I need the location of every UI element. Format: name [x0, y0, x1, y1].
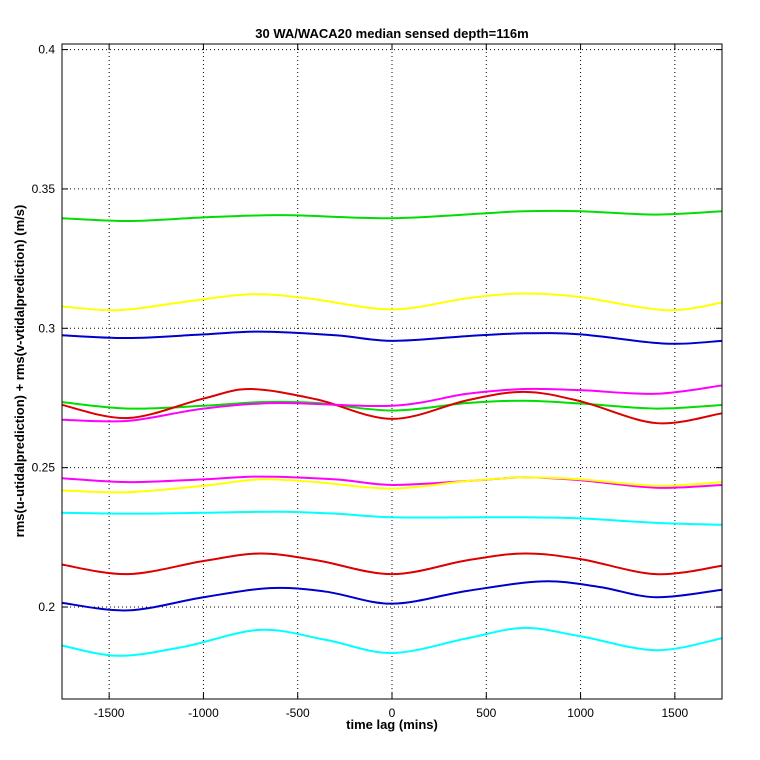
chart-title: 30 WA/WACA20 median sensed depth=116m: [255, 26, 528, 41]
series-line-10: [61, 552, 723, 576]
x-tick-label: -1500: [94, 706, 125, 720]
series-line-11: [61, 580, 723, 612]
y-tick-labels: 0.2 0.25 0.3 0.35 0.4: [32, 43, 56, 614]
y-tick-label: 0.3: [38, 321, 55, 335]
series-line-8: [61, 476, 723, 494]
series-line-9: [61, 510, 723, 526]
x-tick-labels: -1500 -1000 -500 0 500 1000 1500: [94, 706, 689, 720]
series-lines: [61, 209, 723, 657]
y-axis-title: rms(u-utidalprediction) + rms(v-vtidalpr…: [12, 205, 27, 538]
series-line-6: [61, 384, 723, 423]
y-tick-label: 0.25: [32, 461, 56, 475]
series-line-3: [61, 330, 723, 345]
y-tick-label: 0.35: [32, 182, 56, 196]
y-tick-label: 0.2: [38, 600, 55, 614]
x-tick-label: 1500: [662, 706, 689, 720]
x-axis-title: time lag (mins): [346, 717, 438, 732]
x-tick-label: -500: [286, 706, 310, 720]
x-tick-label: 500: [476, 706, 496, 720]
y-tick-label: 0.4: [38, 43, 55, 57]
series-line-7: [61, 475, 723, 489]
x-tick-label: 0: [389, 706, 396, 720]
axis-ticks: [62, 44, 722, 699]
series-line-12: [61, 626, 723, 657]
x-tick-label: -1000: [188, 706, 219, 720]
x-tick-label: 1000: [567, 706, 594, 720]
series-line-1: [61, 209, 723, 222]
series-line-2: [61, 292, 723, 312]
series-line-5: [61, 388, 723, 425]
